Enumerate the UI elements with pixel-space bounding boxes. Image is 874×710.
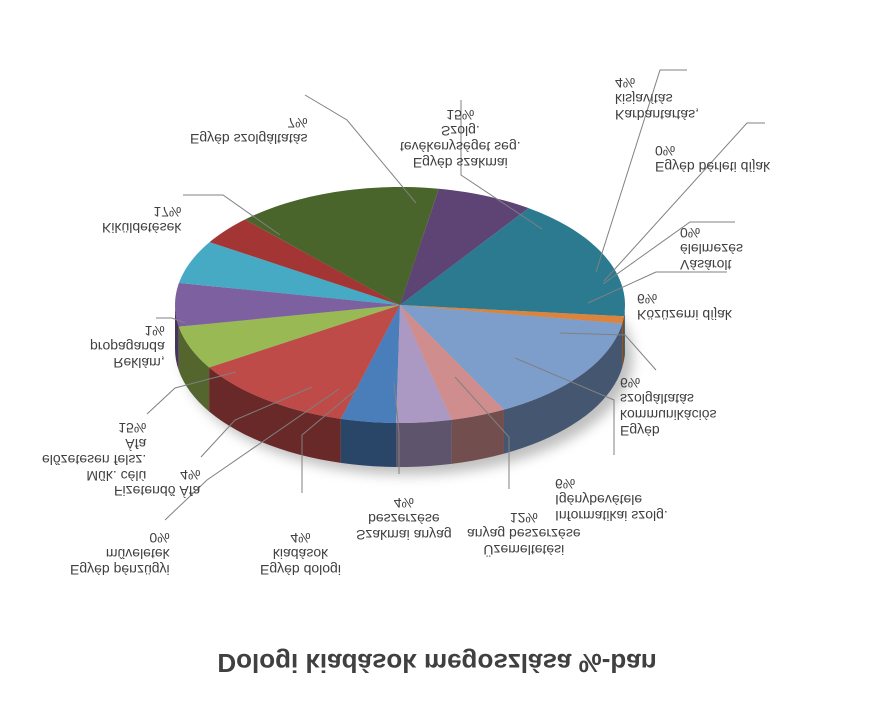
chart-container: Dologi kiadások megoszlása %-ban Szakmai… <box>0 0 874 710</box>
pie-chart-svg <box>0 0 874 710</box>
chart-title: Dologi kiadások megoszlása %-ban <box>0 647 874 678</box>
